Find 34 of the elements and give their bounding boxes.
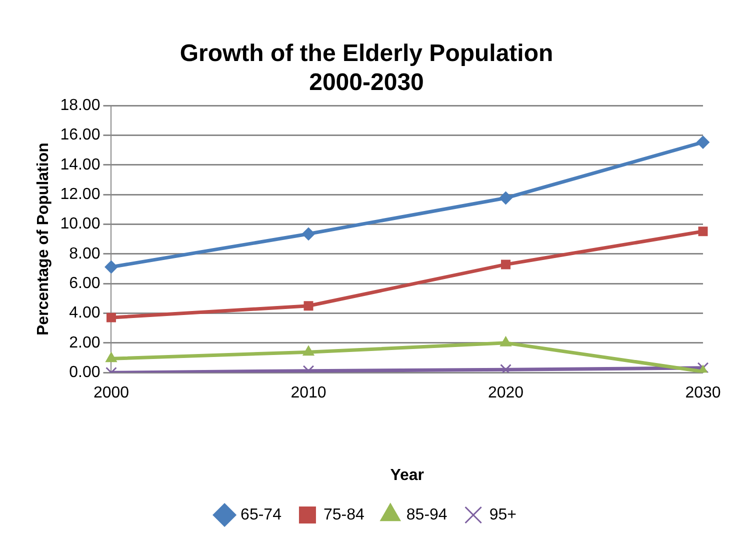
point (500, 336, 512, 346)
y-tick-label: 18.00 (60, 97, 100, 114)
y-tick-label: 16.00 (60, 126, 100, 144)
y-tick-label: 0.00 (69, 364, 100, 382)
point (106, 352, 117, 362)
point (500, 364, 512, 373)
y-tick-label: 12.00 (60, 186, 100, 204)
y-tick-label: 14.00 (60, 156, 100, 174)
point (304, 301, 314, 311)
legend-label: 85-94 (406, 506, 448, 524)
x-tick-label: 2030 (685, 384, 721, 402)
legend-label: 95+ (489, 506, 516, 524)
y-tick-label: 8.00 (69, 245, 100, 262)
point (696, 136, 710, 149)
y-tick-label: 10.00 (60, 216, 100, 233)
x-tick-label: 2020 (488, 384, 524, 402)
point (302, 346, 314, 356)
legend-label: 65-74 (240, 506, 282, 524)
chart-title: Growth of the Elderly Population 2000-2030 (180, 40, 554, 96)
point (104, 260, 118, 274)
point (106, 312, 116, 322)
x-tick-label: 2000 (93, 384, 130, 402)
x-tick-label: 2010 (290, 384, 326, 402)
y-axis-title: Percentage of Population (35, 142, 52, 336)
point (499, 192, 512, 205)
x-axis-title: Year (390, 466, 424, 484)
y-tick-label: 4.00 (69, 304, 100, 322)
y-tick-label: 6.00 (69, 275, 100, 292)
point (302, 227, 315, 240)
y-tick-label: 2.00 (69, 334, 100, 352)
point (698, 226, 708, 236)
legend-label: 75-84 (323, 506, 364, 524)
point (501, 260, 510, 270)
point (697, 362, 709, 373)
